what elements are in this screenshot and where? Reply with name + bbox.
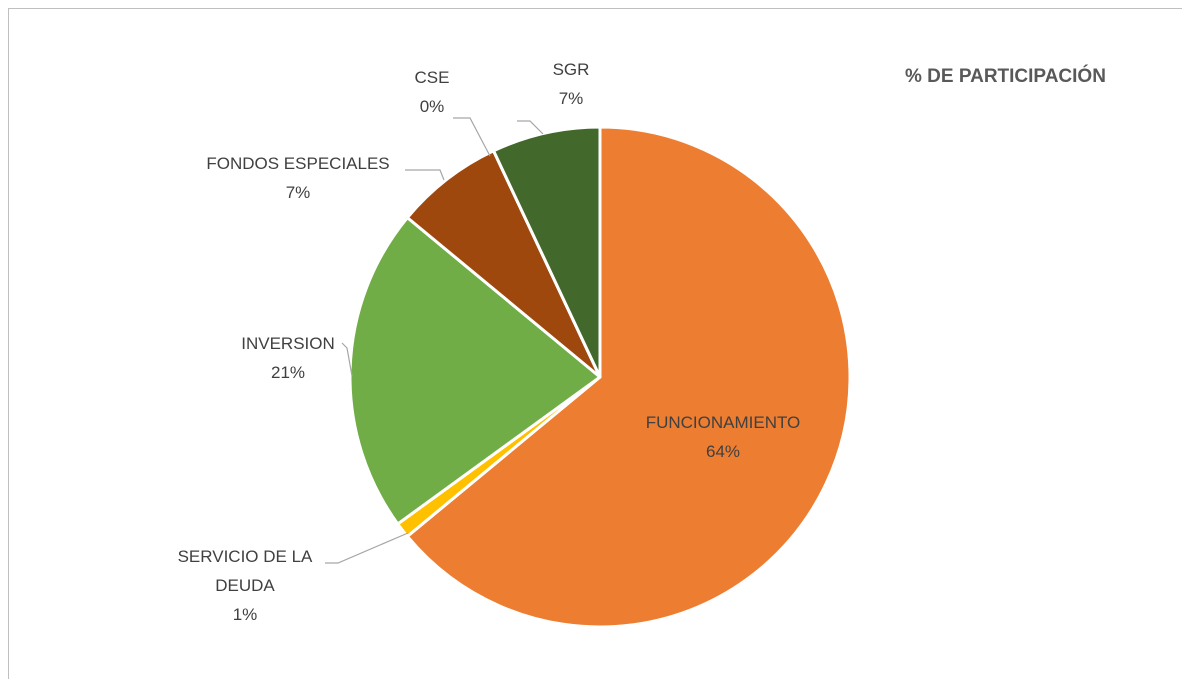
label-category: INVERSION <box>241 334 335 353</box>
leader-line <box>405 169 445 181</box>
label-category: SGR <box>552 60 590 79</box>
pie-slice <box>492 125 602 379</box>
pie-slice <box>405 125 852 629</box>
label-value: 21% <box>270 363 306 382</box>
leader-line <box>325 532 409 564</box>
label-category: CSE <box>414 68 450 87</box>
chart-title: % DE PARTICIPACIÓN <box>905 66 1106 87</box>
data-label: SGR 7% <box>531 55 611 113</box>
leader-lines <box>325 117 544 564</box>
label-value: 7% <box>285 183 311 202</box>
data-label: CSE 0% <box>392 63 472 121</box>
label-category: FUNCIONAMIENTO <box>645 413 801 432</box>
pie-slice <box>348 216 602 526</box>
data-label: INVERSION 21% <box>208 329 368 387</box>
leader-line <box>341 342 353 377</box>
pie <box>348 125 852 629</box>
leader-line <box>517 120 544 135</box>
data-label: FONDOS ESPECIALES 7% <box>188 149 408 207</box>
label-value: 64% <box>705 442 741 461</box>
leader-line <box>453 117 491 157</box>
label-category: FONDOS ESPECIALES <box>206 154 390 173</box>
label-category: SERVICIO DE LA DEUDA <box>177 547 313 595</box>
data-label: SERVICIO DE LA DEUDA 1% <box>165 542 325 629</box>
label-value: 1% <box>232 605 258 624</box>
label-value: 7% <box>558 89 584 108</box>
label-value: 0% <box>419 97 445 116</box>
data-label: FUNCIONAMIENTO 64% <box>613 408 833 466</box>
pie-slice <box>405 149 602 379</box>
